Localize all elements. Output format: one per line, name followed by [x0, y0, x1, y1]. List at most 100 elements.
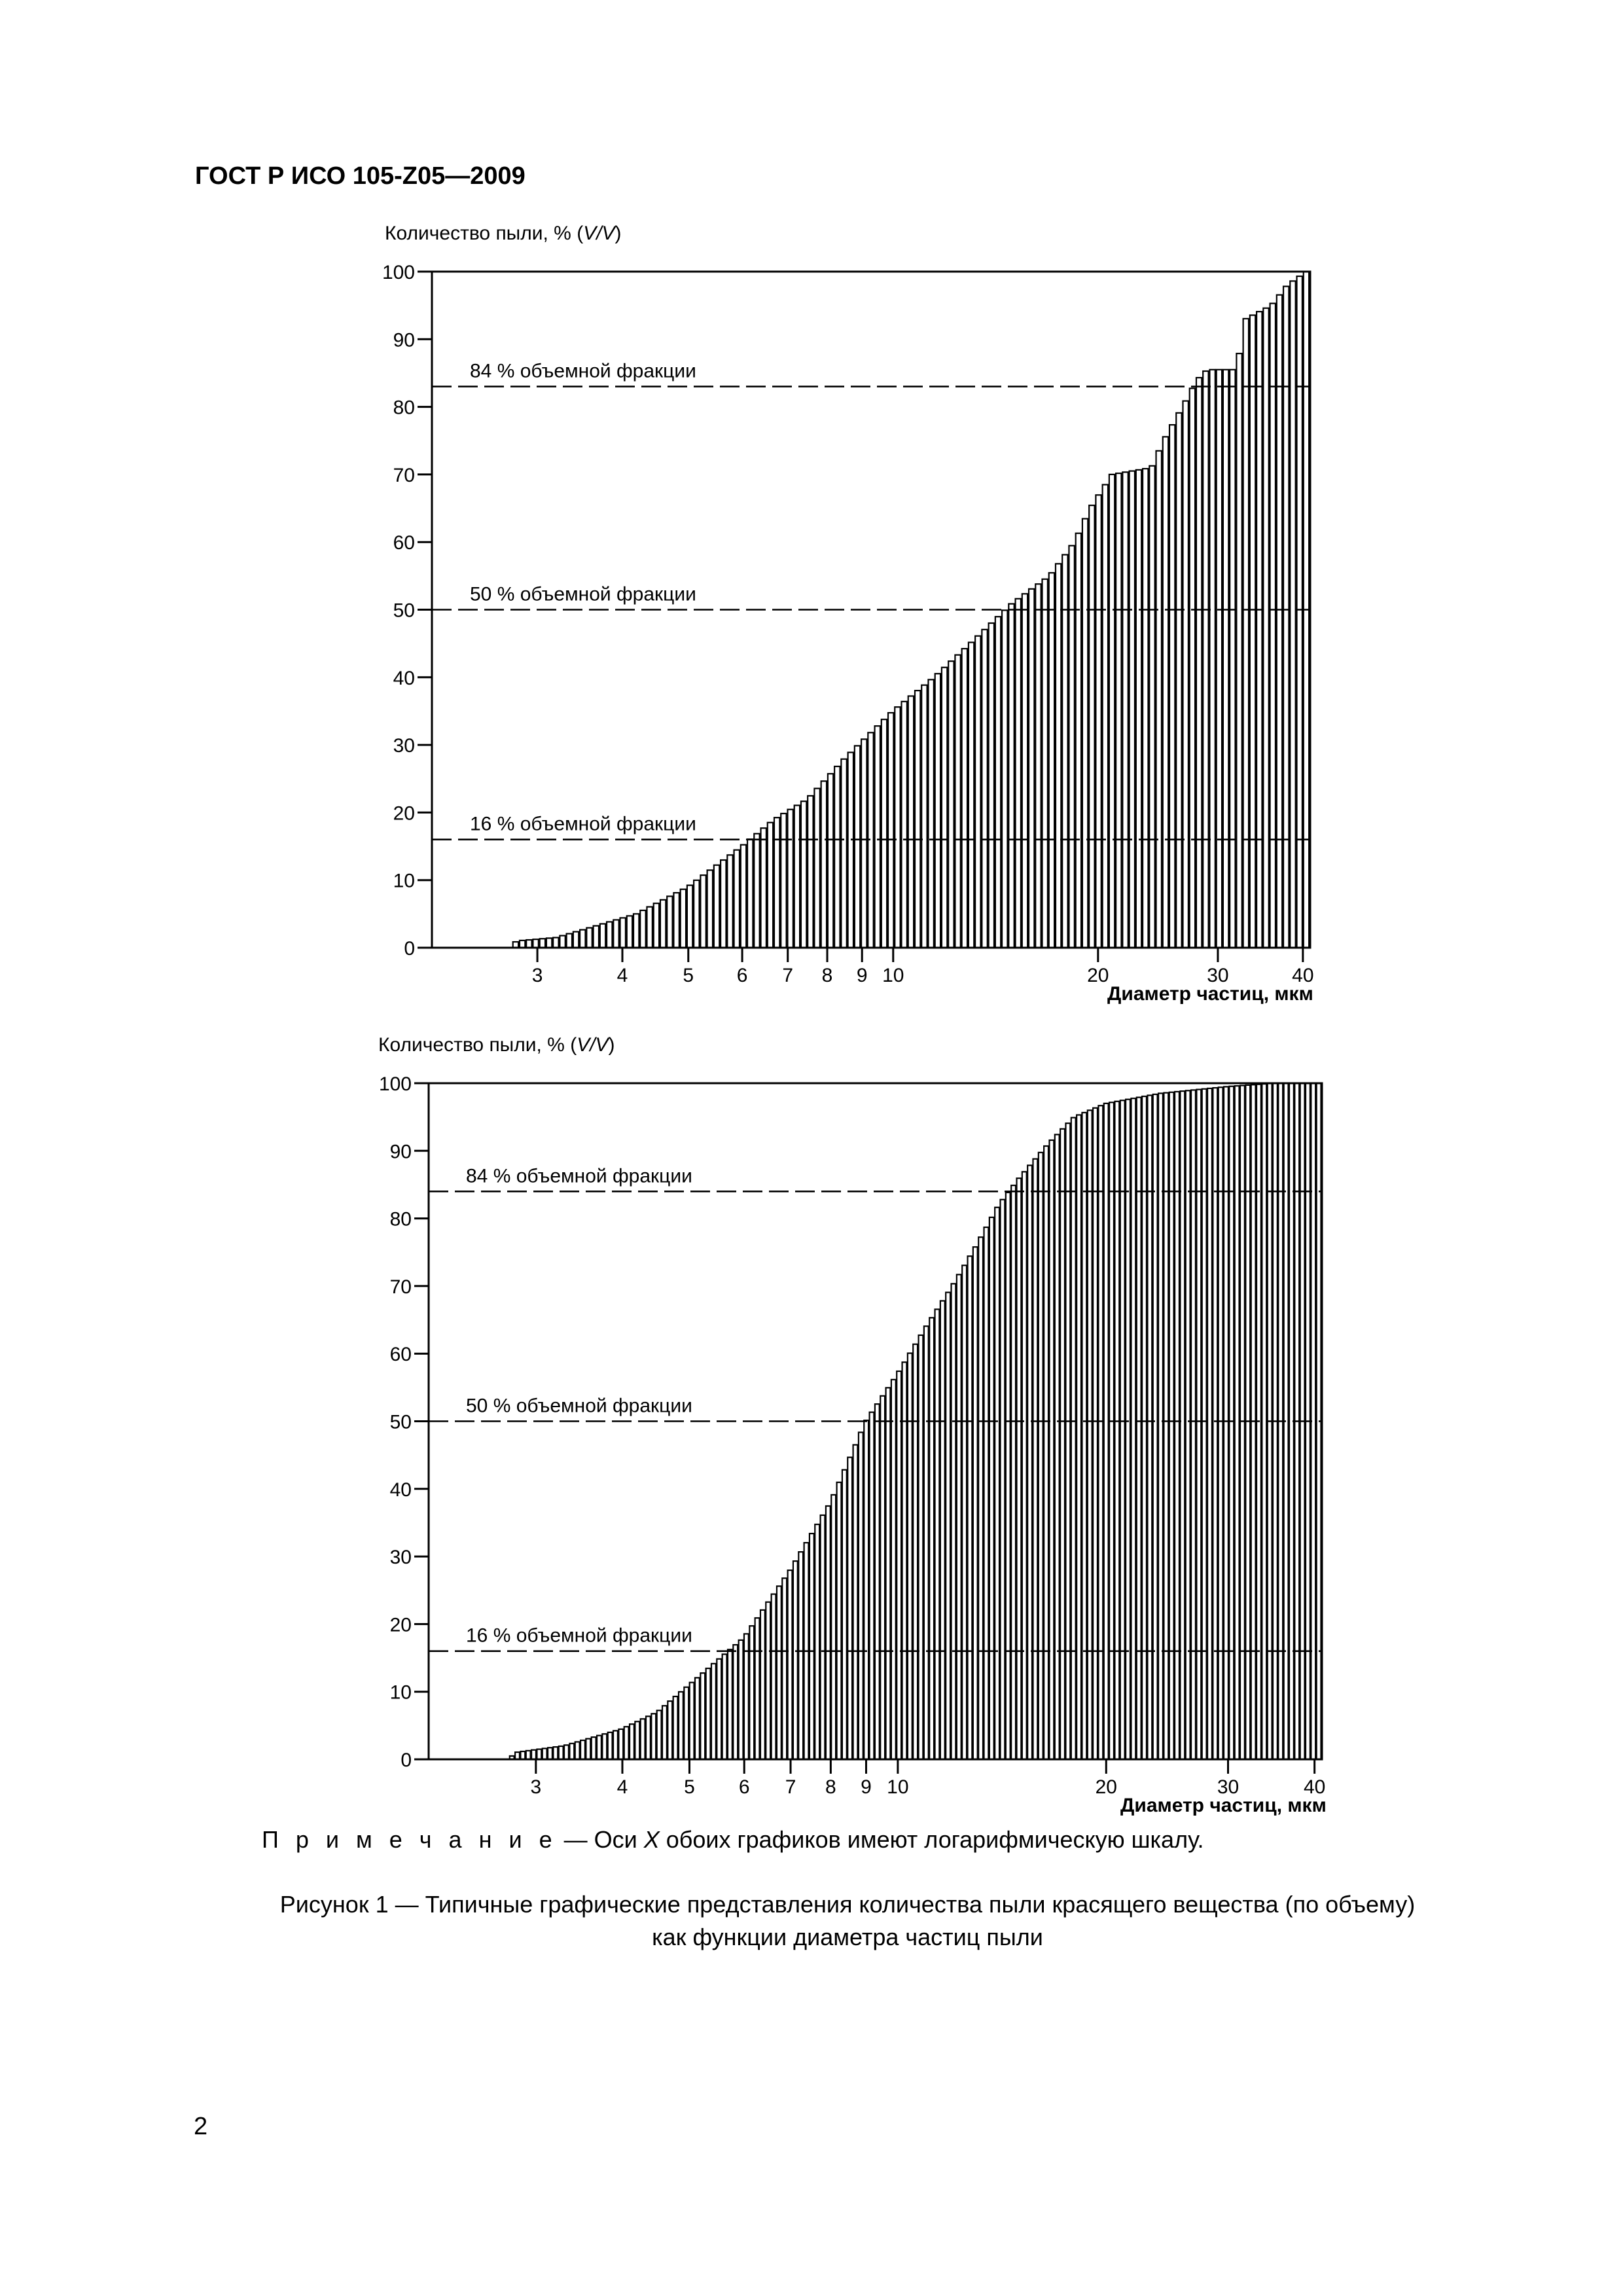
bar [972, 1246, 978, 1761]
bar [673, 891, 680, 949]
bar [656, 1710, 662, 1761]
bar [787, 1570, 793, 1761]
bar [1008, 603, 1015, 949]
bar [694, 1677, 700, 1761]
x-tick-label: 4 [617, 965, 628, 986]
bar [1222, 368, 1230, 949]
x-tick-label: 20 [1096, 1776, 1117, 1798]
bar [1229, 368, 1236, 949]
bar [934, 673, 942, 949]
bar [1122, 471, 1129, 949]
bar [628, 1723, 635, 1761]
bar [1048, 572, 1056, 949]
x-tick-label: 3 [532, 965, 543, 986]
bar [514, 1751, 521, 1761]
bar [1021, 593, 1029, 949]
bar [558, 1745, 564, 1761]
bar [874, 725, 882, 949]
bar [1032, 1158, 1039, 1761]
bar [686, 884, 694, 949]
bar [793, 804, 801, 949]
bar [652, 903, 660, 949]
bar [792, 1560, 798, 1761]
bar [1175, 412, 1183, 949]
reference-line-label: 50 % объемной фракции [470, 584, 696, 605]
bar [1202, 370, 1209, 949]
bar [834, 765, 841, 949]
bar [666, 895, 673, 949]
y-tick-label: 30 [393, 735, 415, 757]
bar [565, 933, 573, 949]
bar [988, 1216, 995, 1761]
bar [808, 1532, 815, 1761]
reference-line-label: 16 % объемной фракции [466, 1625, 692, 1647]
bar [1296, 275, 1304, 949]
bar [733, 849, 741, 949]
bar [929, 1317, 935, 1761]
bar [983, 1226, 990, 1761]
bar [1081, 1111, 1088, 1761]
bar [539, 938, 546, 949]
y-tick-label: 60 [390, 1344, 412, 1365]
bar [773, 817, 781, 949]
y-tick-label: 40 [393, 668, 415, 689]
bar [813, 787, 821, 949]
bar [579, 1739, 586, 1761]
chart-cumulative-2: 84 % объемной фракции 50 % объемной фракц… [0, 1034, 1623, 1849]
figure-caption: Рисунок 1 — Типичные графические предста… [196, 1888, 1499, 1954]
bar [1095, 494, 1102, 949]
bar [574, 1741, 580, 1761]
bar [880, 719, 888, 949]
bar [939, 1300, 946, 1761]
bar [601, 1733, 608, 1761]
x-axis-title: Диаметр частиц, мкм [1120, 1795, 1327, 1816]
bar [1234, 1085, 1240, 1761]
bar [646, 906, 653, 949]
bar [1196, 1088, 1202, 1761]
bar [679, 888, 687, 949]
bar [688, 1681, 695, 1761]
reference-line-label: 84 % объемной фракции [470, 361, 696, 382]
bar [830, 1494, 837, 1761]
bar [840, 758, 847, 949]
x-tick-label: 40 [1304, 1776, 1325, 1798]
x-tick-label: 8 [825, 1776, 836, 1798]
bar [1103, 1102, 1109, 1761]
bar [1097, 1105, 1104, 1761]
bar [569, 1742, 575, 1761]
bar [1108, 473, 1116, 949]
bar [1255, 311, 1263, 949]
bar [807, 795, 814, 949]
bar [572, 931, 580, 949]
x-tick-label: 10 [887, 1776, 908, 1798]
bar [1135, 1096, 1142, 1761]
bar [770, 1593, 777, 1761]
bar [825, 1505, 831, 1761]
bar [721, 1653, 728, 1761]
bar [559, 935, 566, 949]
bar [1168, 424, 1176, 949]
bar [819, 1514, 826, 1761]
bar [1041, 578, 1048, 949]
y-tick-label: 10 [390, 1682, 412, 1704]
x-tick-label: 40 [1292, 965, 1313, 986]
bar [1201, 1088, 1207, 1761]
bar [940, 666, 948, 949]
x-tick-label: 9 [857, 965, 868, 986]
bar [552, 1746, 559, 1761]
bar [645, 1715, 651, 1761]
bar [683, 1686, 690, 1761]
y-tick-label: 0 [404, 938, 415, 960]
bar [1054, 563, 1062, 949]
bar [563, 1744, 570, 1761]
bar [592, 925, 600, 949]
bar [994, 616, 1002, 949]
bar [999, 1198, 1006, 1761]
bar [1141, 1095, 1148, 1761]
bar [954, 654, 961, 949]
bar [1048, 1139, 1055, 1761]
bar [914, 689, 921, 949]
bar [1068, 545, 1075, 949]
bar [836, 1481, 842, 1761]
note-rest: обоих графиков имеют логарифмическую шка… [659, 1826, 1204, 1853]
